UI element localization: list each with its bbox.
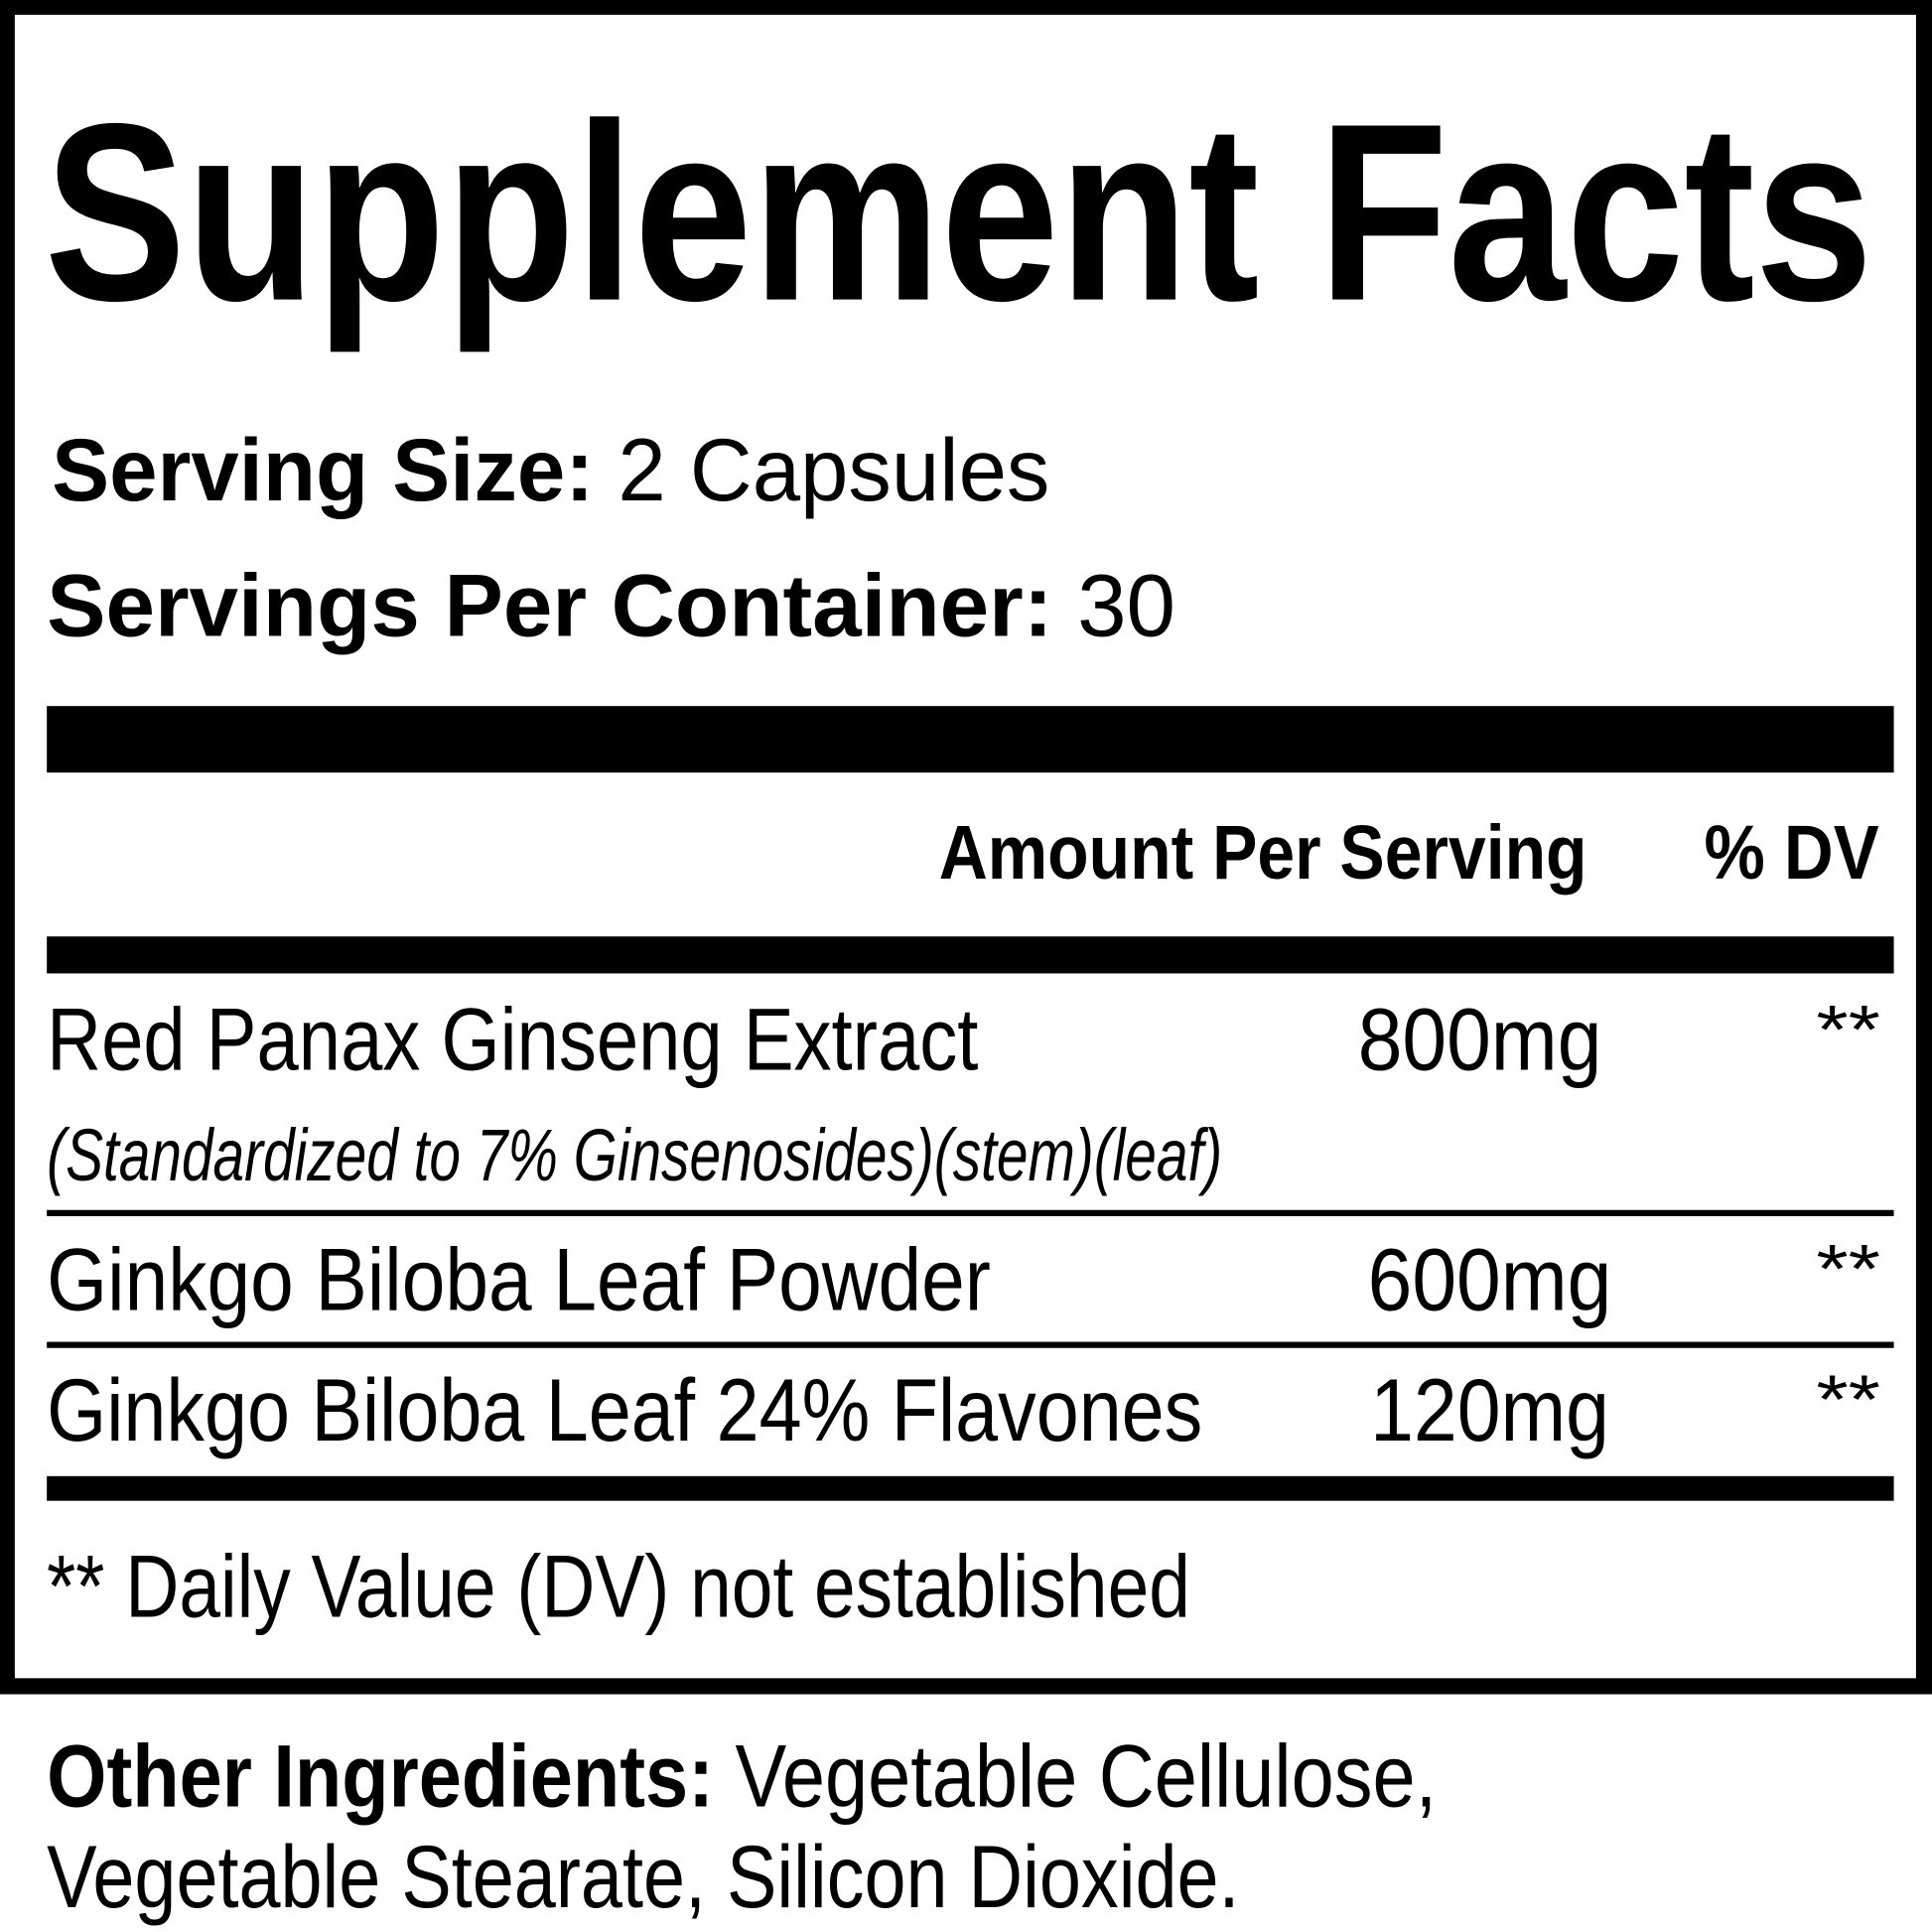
- label-title: Supplement Facts: [44, 70, 1873, 354]
- row-divider: [47, 1341, 1894, 1348]
- ingredient-amount: 600mg: [1367, 1230, 1612, 1330]
- footnote: ** Daily Value (DV) not established: [47, 1537, 1190, 1637]
- ingredient-note: (Standardized to 7% Ginsenosides)(stem)(…: [47, 1113, 1223, 1197]
- header-dv: % DV: [1704, 810, 1879, 897]
- other-ingredients-line2: Vegetable Stearate, Silicon Dioxide.: [47, 1828, 1240, 1928]
- header-amount-per-serving: Amount Per Serving: [938, 810, 1587, 897]
- ingredient-dv: **: [1816, 1229, 1880, 1308]
- other-ingredients-line1: Other Ingredients: Vegetable Cellulose,: [47, 1727, 1438, 1827]
- border-top: [0, 0, 1932, 15]
- row-divider: [47, 1209, 1894, 1216]
- ingredient-name: Ginkgo Biloba Leaf Powder: [47, 1230, 991, 1330]
- ingredient-name: Red Panax Ginseng Extract: [47, 990, 979, 1090]
- ingredient-dv: **: [1816, 1360, 1880, 1439]
- header-divider: [47, 936, 1894, 974]
- border-left: [0, 0, 15, 1695]
- thick-divider: [47, 706, 1894, 773]
- ingredient-dv: **: [1816, 990, 1880, 1069]
- serving-size: Serving Size: 2 Capsules: [52, 421, 1050, 520]
- ingredient-amount: 120mg: [1370, 1361, 1609, 1460]
- servings-per-container: Servings Per Container: 30: [47, 556, 1176, 656]
- border-bottom: [0, 1678, 1932, 1695]
- bottom-divider: [47, 1475, 1894, 1501]
- ingredient-amount: 800mg: [1357, 990, 1602, 1090]
- ingredient-name: Ginkgo Biloba Leaf 24% Flavones: [47, 1361, 1203, 1460]
- border-right: [1915, 0, 1932, 1695]
